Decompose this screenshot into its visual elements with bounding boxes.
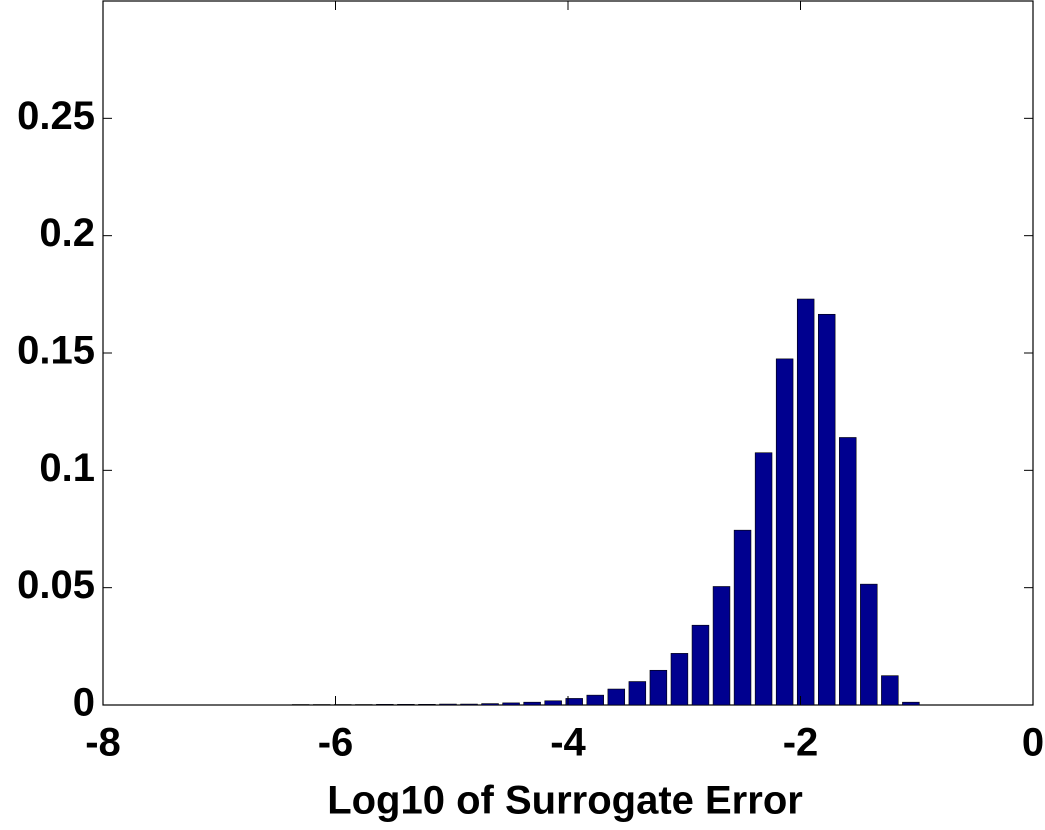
bar: [502, 702, 520, 706]
bar: [460, 703, 478, 706]
x-tick-label: -8: [85, 721, 121, 765]
bar: [712, 586, 731, 706]
bar: [839, 437, 857, 706]
bar: [796, 298, 815, 706]
y-tick-label: 0.15: [17, 329, 95, 373]
y-tick-label: 0.05: [17, 563, 95, 607]
bar: [628, 681, 647, 706]
bar: [670, 653, 689, 706]
plot-frame: [102, 0, 1034, 706]
bar: [418, 703, 436, 706]
x-tick-label: 0: [1022, 721, 1044, 765]
bar: [481, 703, 499, 706]
y-tick-label: 0.2: [39, 211, 95, 255]
bar: [691, 624, 710, 706]
bar: [586, 694, 604, 706]
y-tick-label: 0.25: [17, 94, 95, 138]
y-tick-label: 0.1: [39, 446, 95, 490]
bar: [439, 703, 457, 706]
bar: [902, 701, 920, 706]
x-tick-label: -4: [550, 721, 586, 765]
bar: [733, 529, 752, 706]
y-tick-label: 0: [73, 681, 95, 725]
x-tick-label: -2: [783, 721, 819, 765]
bar: [523, 701, 541, 706]
bar: [376, 703, 394, 706]
x-axis-label: Log10 of Surrogate Error: [327, 779, 803, 823]
bar: [565, 698, 583, 706]
bar: [544, 700, 562, 706]
bar: [860, 583, 878, 706]
x-tick-label: -6: [318, 721, 354, 765]
bar: [649, 669, 668, 706]
bar: [817, 313, 836, 706]
bar: [881, 675, 899, 706]
bar: [775, 358, 794, 706]
bar: [607, 688, 626, 706]
bar: [754, 452, 773, 706]
bar: [397, 703, 415, 706]
